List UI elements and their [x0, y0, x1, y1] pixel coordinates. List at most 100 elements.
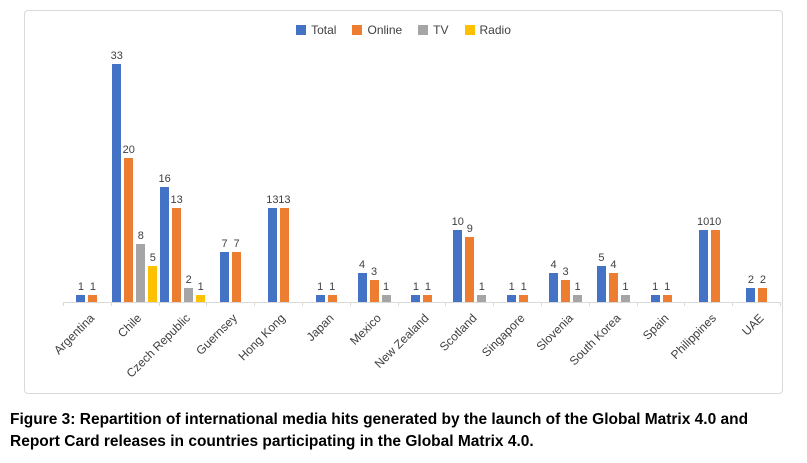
axis-tick — [542, 302, 590, 306]
bar-mexico-total — [357, 273, 367, 302]
bar-czech-republic-total — [160, 187, 170, 302]
bar-value-label: 5 — [598, 252, 605, 264]
barwrap: 2 — [757, 274, 769, 302]
bar-value-label: 1 — [329, 281, 336, 293]
barwrap: 1 — [195, 281, 207, 302]
barwrap: 13 — [171, 194, 183, 302]
bar-hong-kong-total — [267, 208, 277, 302]
barwrap: 10 — [697, 216, 709, 302]
bar-chile-online — [124, 158, 134, 302]
x-label-cell: Argentina — [51, 306, 111, 394]
bar-philippines-total — [698, 230, 708, 302]
bar-group-czech-republic: 16 13 2 1 — [159, 173, 207, 302]
x-axis-ticks — [63, 302, 781, 306]
axis-tick — [303, 302, 351, 306]
barwrap: 13 — [266, 194, 278, 302]
bar-chile-total — [112, 64, 122, 302]
bar-value-label: 13 — [278, 194, 291, 206]
bar-mexico-tv — [381, 295, 391, 302]
bar-value-label: 33 — [110, 50, 123, 62]
legend-item-total: Total — [296, 23, 336, 37]
bar-south-korea-total — [596, 266, 606, 302]
bar-scotland-online — [465, 237, 475, 302]
x-label-cell: UAE — [733, 306, 781, 394]
barwrap: 8 — [135, 230, 147, 302]
bar-singapore-total — [507, 295, 517, 302]
axis-tick — [399, 302, 447, 306]
x-label-cell: Philippines — [668, 306, 733, 394]
barwrap: 7 — [219, 238, 231, 302]
legend-swatch-online — [352, 25, 363, 35]
axis-tick — [112, 302, 160, 306]
barwrap: 4 — [356, 259, 368, 302]
barwrap: 1 — [75, 281, 87, 302]
caption-line-2: Report Card releases in countries partic… — [10, 433, 534, 450]
bar-value-label: 4 — [610, 259, 617, 271]
legend-label: Radio — [479, 23, 511, 37]
bar-slovenia-total — [549, 273, 559, 302]
legend-label: TV — [433, 23, 449, 37]
bar-czech-republic-radio — [196, 295, 206, 302]
barwrap: 2 — [745, 274, 757, 302]
bar-value-label: 1 — [77, 281, 84, 293]
bar-value-label: 9 — [466, 223, 473, 235]
bar-guernsey-online — [232, 252, 241, 302]
bar-argentina-total — [76, 295, 86, 302]
bar-south-korea-online — [608, 273, 618, 302]
x-axis-label: Japan — [303, 311, 337, 345]
plot-area: 1 1 33 20 8 5 16 13 2 1 7 7 13 13 1 1 4 3 1 1 1 10 9 1 1 1 4 3 1 5 4 1 1… — [63, 47, 781, 303]
bar-value-label: 1 — [89, 281, 96, 293]
barwrap: 1 — [661, 281, 673, 302]
bar-value-label: 10 — [696, 216, 710, 228]
chart-frame: Total Online TV Radio 1 1 33 20 8 5 16 13 2 1 7 7 13 13 1… — [24, 10, 783, 394]
bar-hong-kong-online — [279, 208, 289, 302]
bar-argentina-online — [88, 295, 98, 302]
x-axis-label: Spain — [639, 311, 672, 343]
bar-czech-republic-tv — [184, 288, 194, 302]
barwrap: 1 — [326, 281, 338, 302]
bar-scotland-tv — [477, 295, 487, 302]
bar-value-label: 3 — [562, 266, 569, 278]
bar-group-hong-kong: 13 13 — [254, 194, 302, 302]
bar-value-label: 2 — [747, 274, 755, 286]
x-label-cell: New Zealand — [372, 306, 446, 394]
bar-value-label: 4 — [359, 259, 366, 271]
x-label-cell: Hong Kong — [236, 306, 302, 394]
barwrap: 10 — [709, 216, 721, 302]
x-label-cell: Japan — [302, 306, 350, 394]
barwrap: 1 — [410, 281, 422, 302]
bar-spain-total — [650, 295, 660, 302]
x-label-cell: Singapore — [479, 306, 542, 394]
barwrap: 13 — [278, 194, 290, 302]
bar-new-zealand-total — [411, 295, 421, 302]
bar-south-korea-tv — [620, 295, 630, 302]
x-label-cell: South Korea — [566, 306, 637, 394]
axis-tick — [685, 302, 734, 306]
x-axis-label: Mexico — [347, 311, 384, 348]
barwrap: 2 — [183, 274, 195, 302]
barwrap: 33 — [111, 50, 123, 302]
bar-value-label: 2 — [759, 274, 767, 286]
bar-value-label: 8 — [137, 230, 144, 242]
bar-value-label: 1 — [574, 281, 581, 293]
bar-value-label: 13 — [170, 194, 183, 206]
bar-guernsey-total — [220, 252, 229, 302]
bar-uae-total — [746, 288, 756, 302]
bar-philippines-online — [710, 230, 720, 302]
barwrap: 1 — [518, 281, 530, 302]
bar-spain-online — [662, 295, 672, 302]
bar-value-label: 20 — [122, 144, 135, 156]
axis-tick — [590, 302, 638, 306]
bar-uae-online — [758, 288, 768, 302]
barwrap: 3 — [560, 266, 572, 302]
barwrap: 1 — [314, 281, 326, 302]
bar-value-label: 1 — [622, 281, 629, 293]
barwrap: 20 — [123, 144, 135, 302]
